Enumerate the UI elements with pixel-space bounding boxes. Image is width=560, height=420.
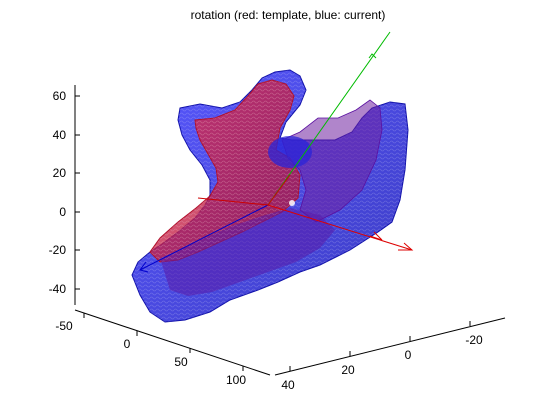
z-tick-label: 0 (59, 205, 66, 219)
y-tick-label: -20 (465, 333, 483, 347)
y-ticks (289, 321, 471, 371)
z-tick-label: 40 (53, 128, 67, 142)
template-surface (149, 79, 383, 296)
template-texture (150, 80, 300, 262)
x-ticks (83, 313, 244, 371)
x-tick-label: 50 (174, 355, 188, 369)
z-ticks (75, 95, 80, 290)
template-condyle (268, 136, 312, 168)
y-axis-line (274, 317, 506, 376)
y-tick-labels: 40 20 0 -20 (281, 333, 483, 392)
z-tick-label: -40 (49, 282, 67, 296)
z-tick-label: -20 (49, 243, 67, 257)
y-tick-label: 40 (281, 378, 295, 392)
y-tick-label: 0 (405, 348, 412, 362)
z-tick-label: 60 (53, 89, 67, 103)
template-ramus-back (281, 99, 383, 223)
axis-vector-z (139, 204, 269, 271)
x-tick-label: 0 (124, 337, 131, 351)
template-axis-y (267, 174, 291, 206)
x-axis-line (74, 309, 271, 376)
plot-title: rotation (red: template, blue: current) (190, 8, 386, 22)
y-tick-label: 20 (341, 363, 355, 377)
rotation-center (289, 200, 295, 206)
x-tick-label: -50 (55, 319, 73, 333)
x-tick-label: 100 (226, 373, 246, 387)
axis-box (74, 85, 506, 376)
z-tick-labels: 60 40 20 0 -20 -40 (49, 89, 67, 296)
axis-vector-x (267, 204, 413, 251)
template-body (160, 208, 335, 296)
rotation-axes (139, 31, 414, 273)
z-tick-label: 20 (53, 166, 67, 180)
x-tick-labels: -50 0 50 100 (55, 319, 246, 387)
template-axis-x (197, 197, 269, 206)
axis-vector-y (267, 31, 391, 206)
